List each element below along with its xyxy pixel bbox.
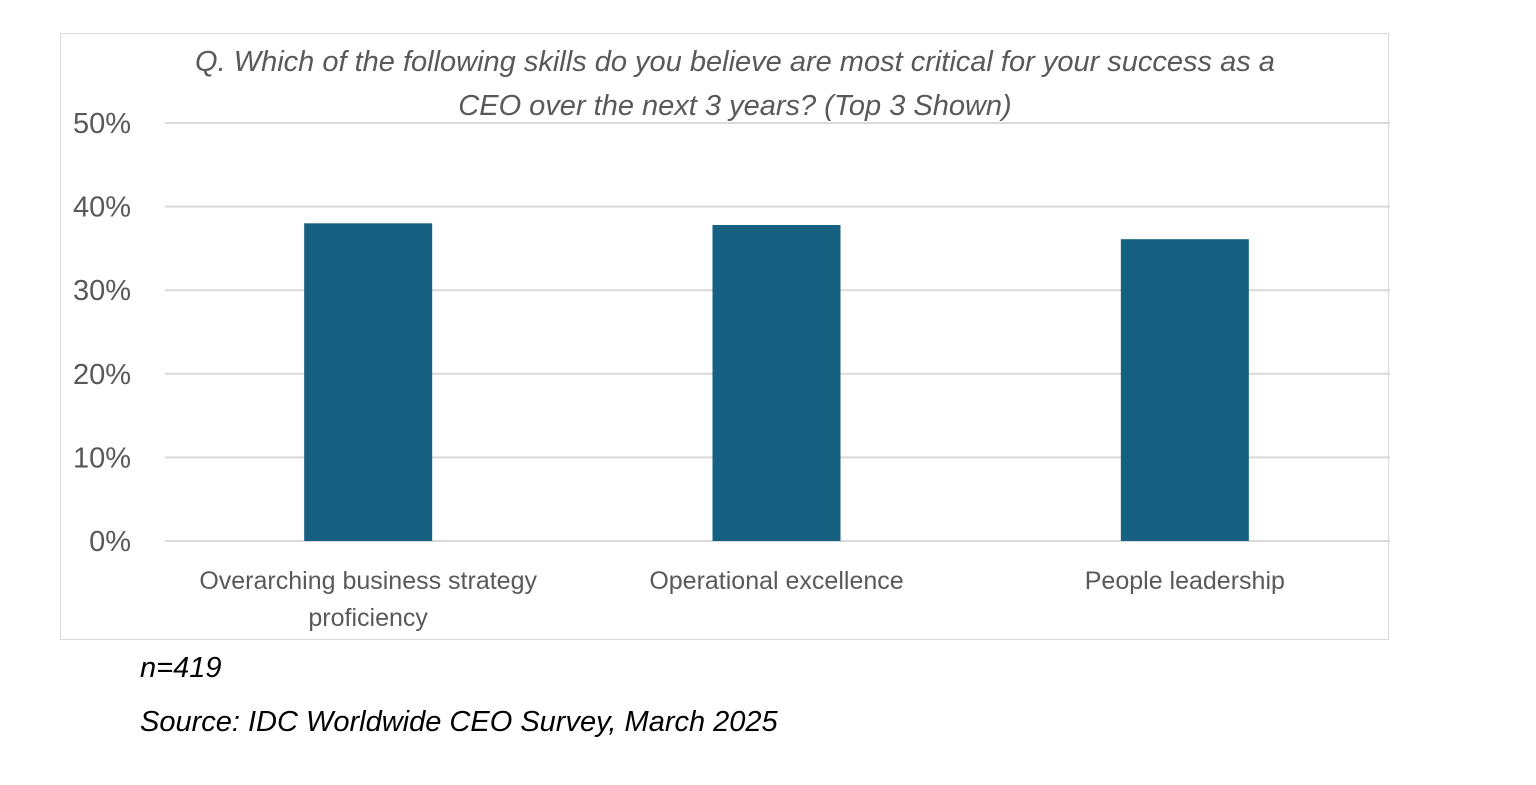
source-note: Source: IDC Worldwide CEO Survey, March …: [140, 706, 778, 738]
bar: [712, 224, 841, 541]
chart-title: Q. Which of the following skills do you …: [195, 46, 1275, 122]
chart-frame: [60, 33, 1389, 640]
x-tick-label: proficiency: [308, 604, 428, 632]
y-tick-label: 20%: [73, 359, 131, 391]
y-tick-label: 10%: [73, 442, 131, 474]
y-tick-label: 30%: [73, 275, 131, 307]
x-tick-label: Overarching business strategy: [199, 567, 537, 595]
bar: [1120, 239, 1249, 542]
y-tick-label: 50%: [73, 108, 131, 140]
y-tick-label: 0%: [89, 526, 131, 558]
x-tick-label: Operational excellence: [649, 567, 903, 595]
sample-size: n=419: [140, 652, 222, 684]
x-tick-label: People leadership: [1085, 567, 1285, 595]
bar: [304, 223, 433, 541]
y-tick-label: 40%: [73, 192, 131, 224]
